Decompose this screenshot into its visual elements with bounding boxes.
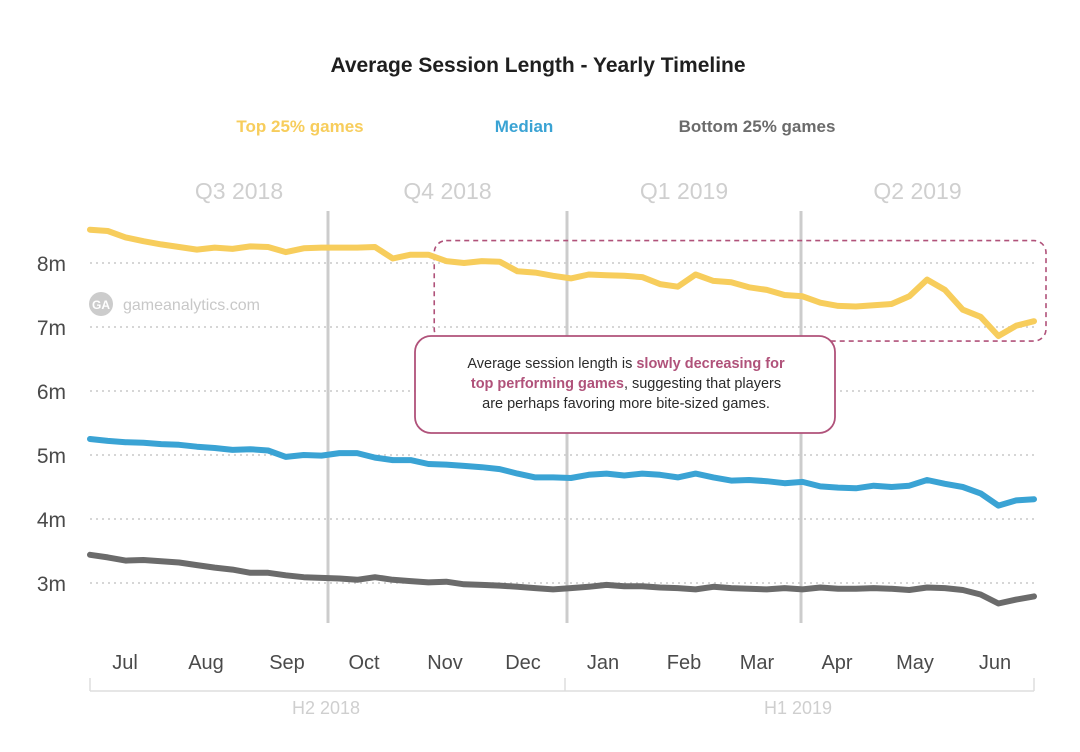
quarter-label-4: Q2 2019 [873, 178, 961, 204]
half-label-h2-2018: H2 2018 [292, 698, 360, 718]
watermark-text: gameanalytics.com [123, 297, 260, 314]
chart-title: Average Session Length - Yearly Timeline [330, 54, 745, 77]
annotation-line-2-plain: , suggesting that players [624, 376, 781, 392]
annotation-line-1-emphasis: slowly decreasing for [636, 356, 785, 372]
x-tick-jan: Jan [587, 652, 619, 674]
watermark: GA gameanalytics.com [89, 292, 260, 316]
y-tick-3m: 3m [37, 573, 66, 596]
annotation-box [414, 335, 836, 434]
x-tick-feb: Feb [667, 652, 701, 674]
legend-bottom-25: Bottom 25% games [679, 117, 836, 136]
x-tick-aug: Aug [188, 652, 224, 674]
annotation-line-2: top performing games, suggesting that pl… [471, 376, 781, 392]
quarter-label-1: Q3 2018 [195, 178, 283, 204]
y-tick-4m: 4m [37, 509, 66, 532]
quarter-label-3: Q1 2019 [640, 178, 728, 204]
x-tick-jul: Jul [112, 652, 138, 674]
annotation-line-3: are perhaps favoring more bite-sized gam… [482, 396, 770, 412]
y-tick-5m: 5m [37, 445, 66, 468]
x-tick-sep: Sep [269, 652, 305, 674]
highlight-box [433, 239, 1047, 342]
annotation-line-2-emphasis: top performing games [471, 376, 624, 392]
series-line-median [87, 436, 1037, 509]
legend-top-25: Top 25% games [236, 117, 363, 136]
quarter-label-2: Q4 2018 [403, 178, 491, 204]
y-tick-6m: 6m [37, 381, 66, 404]
gameanalytics-logo-icon [89, 292, 113, 316]
x-tick-oct: Oct [348, 652, 380, 674]
series-line-bottom-25 [87, 551, 1037, 607]
legend-median: Median [495, 117, 554, 136]
x-tick-may: May [896, 652, 934, 674]
half-label-h1-2019: H1 2019 [764, 698, 832, 718]
gameanalytics-logo-glyph: GA [92, 298, 110, 312]
x-tick-jun: Jun [979, 652, 1011, 674]
series-line-top-25 [87, 226, 1037, 339]
y-tick-7m: 7m [37, 317, 66, 340]
x-tick-dec: Dec [505, 652, 541, 674]
x-tick-apr: Apr [821, 652, 852, 674]
annotation-callout: Average session length is slowly decreas… [414, 335, 836, 434]
annotation-line-1: Average session length is slowly decreas… [467, 356, 785, 372]
x-tick-mar: Mar [740, 652, 775, 674]
annotation-line-1-plain: Average session length is [467, 356, 636, 372]
y-tick-8m: 8m [37, 253, 66, 276]
x-tick-nov: Nov [427, 652, 463, 674]
